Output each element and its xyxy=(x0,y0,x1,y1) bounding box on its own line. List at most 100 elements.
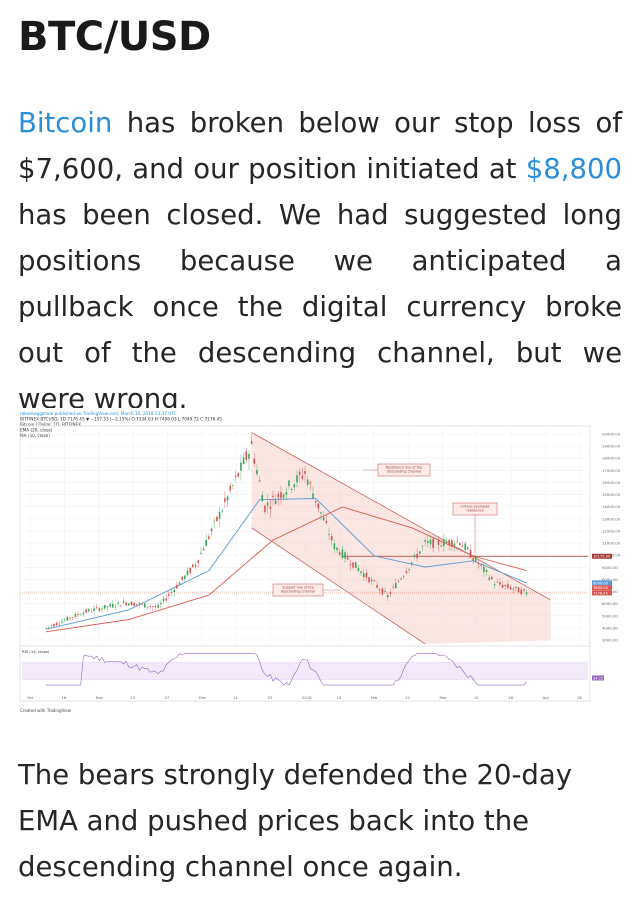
candle-body xyxy=(178,582,181,585)
candle-body xyxy=(119,605,122,607)
price-tag-label: 7600.00 xyxy=(593,586,609,590)
candle-body xyxy=(421,546,424,547)
support-annotation-text: Support line of the xyxy=(282,586,314,590)
candle-body xyxy=(451,540,453,547)
intro-paragraph: Bitcoin has broken below our stop loss o… xyxy=(18,100,622,422)
entry-price-link[interactable]: $8,800 xyxy=(525,153,622,185)
candle-body xyxy=(205,540,208,546)
candle-body xyxy=(95,607,98,608)
x-tick-label: Feb xyxy=(371,695,378,700)
x-tick-label: 16 xyxy=(61,695,66,700)
candle-body xyxy=(210,528,213,532)
candle-body xyxy=(261,494,264,502)
candle-body xyxy=(245,451,248,460)
candle-body xyxy=(517,587,520,593)
candle-body xyxy=(477,563,480,565)
ema-line xyxy=(45,498,527,630)
candle-body xyxy=(408,568,410,570)
candle-body xyxy=(136,604,138,605)
candle-body xyxy=(328,534,330,535)
candle-body xyxy=(325,521,328,523)
candle-body xyxy=(274,500,277,505)
candle-body xyxy=(386,595,389,598)
candle-body xyxy=(186,570,189,576)
y-tick-label: 20000.00 xyxy=(602,432,621,437)
intro-text-1: has broken below our stop loss of $7,600… xyxy=(18,107,622,185)
candle-body xyxy=(71,617,74,619)
x-tick-label: 13 xyxy=(130,695,135,700)
candle-body xyxy=(176,584,178,589)
candle-body xyxy=(55,622,58,625)
y-tick-label: 6000.00 xyxy=(602,601,618,606)
candle-body xyxy=(168,594,170,596)
candle-body xyxy=(197,560,200,563)
price-tag-label: 8000.00 xyxy=(593,581,609,585)
candle-body xyxy=(472,557,474,561)
candle-body xyxy=(200,552,202,554)
candle-body xyxy=(427,541,429,543)
candle-body xyxy=(103,604,106,609)
candle-body xyxy=(293,484,296,488)
candle-body xyxy=(242,457,245,464)
candle-body xyxy=(194,564,197,567)
candle-body xyxy=(338,552,341,555)
candle-body xyxy=(138,603,141,605)
candle-body xyxy=(443,539,445,547)
candle-body xyxy=(82,612,85,615)
candle-body xyxy=(456,540,458,542)
candle-body xyxy=(346,557,349,560)
candle-body xyxy=(333,543,336,550)
x-tick-label: 2018 xyxy=(302,695,312,700)
candle-body xyxy=(440,545,442,547)
candle-body xyxy=(66,616,69,621)
candle-body xyxy=(376,585,378,588)
candle-body xyxy=(435,538,437,539)
candle-body xyxy=(296,475,298,483)
closing-paragraph: The bears strongly defended the 20-day E… xyxy=(18,759,573,883)
candle-body xyxy=(493,584,496,586)
price-tag-label: 10175.00 xyxy=(593,555,611,559)
candle-body xyxy=(306,479,309,486)
candle-body xyxy=(496,581,499,583)
candle-body xyxy=(499,582,501,585)
candle-body xyxy=(314,500,317,503)
x-tick-label: 26 xyxy=(508,695,513,700)
candle-body xyxy=(106,606,109,608)
candle-body xyxy=(448,539,450,546)
rsi-label: RSI (14, close) xyxy=(22,649,50,654)
y-tick-label: 11000.00 xyxy=(602,541,621,546)
candle-body xyxy=(109,604,111,607)
candle-body xyxy=(394,583,397,589)
candle-body xyxy=(149,606,151,608)
price-tag xyxy=(592,585,612,591)
candle-body xyxy=(237,473,240,477)
candle-body xyxy=(344,552,346,559)
candle-body xyxy=(288,480,290,487)
candle-body xyxy=(424,540,426,542)
candle-body xyxy=(282,494,285,498)
candle-body xyxy=(378,589,381,591)
candle-body xyxy=(317,503,320,509)
x-tick-label: 12 xyxy=(474,695,479,700)
bitcoin-link[interactable]: Bitcoin xyxy=(18,107,113,139)
candle-body xyxy=(461,545,464,547)
candle-body xyxy=(45,627,47,629)
candle-body xyxy=(483,566,485,572)
candle-body xyxy=(53,624,55,627)
candle-body xyxy=(322,517,325,521)
candle-body xyxy=(77,613,79,615)
candle-body xyxy=(304,471,306,474)
candle-body xyxy=(189,568,191,574)
resistance-annotation-text: Resistance line of the xyxy=(386,466,422,470)
candle-body xyxy=(154,606,157,607)
chart-header-line: Bitcoin / Dollar, 1D, BITFINEX xyxy=(20,422,81,427)
candle-body xyxy=(368,577,370,583)
candle-body xyxy=(349,564,352,566)
candle-body xyxy=(202,548,205,551)
candle-body xyxy=(419,551,421,554)
candle-body xyxy=(125,602,127,605)
candle-body xyxy=(523,589,525,591)
btc-chart-image: rakeshaggarwal published on TradingView.… xyxy=(18,408,622,718)
candle-body xyxy=(397,581,400,583)
rsi-line xyxy=(46,653,527,686)
